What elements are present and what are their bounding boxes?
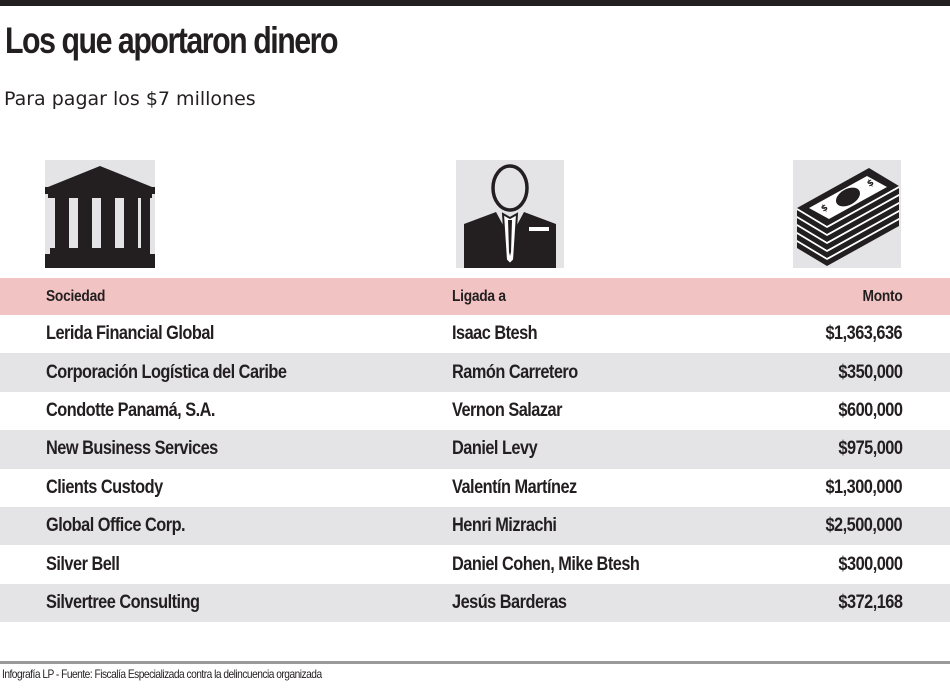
cell-monto: $1,363,636 — [825, 323, 902, 345]
cell-sociedad: Clients Custody — [46, 476, 163, 498]
footer-divider — [0, 661, 950, 664]
page-title: Los que aportaron dinero — [5, 20, 339, 61]
cell-ligada-a: Jesús Barderas — [452, 591, 567, 613]
table-header: Sociedad Ligada a Monto — [0, 278, 950, 315]
column-header-ligada-a: Ligada a — [452, 287, 506, 305]
column-header-monto: Monto — [862, 287, 902, 305]
contributors-table: Sociedad Ligada a Monto Lerida Financial… — [0, 278, 950, 623]
cell-monto: $300,000 — [837, 553, 903, 575]
cell-ligada-a: Daniel Levy — [452, 438, 538, 460]
page-subtitle: Para pagar los $7 millones — [4, 88, 256, 110]
cell-sociedad: New Business Services — [46, 438, 218, 460]
table-row: Condotte Panamá, S.A. Vernon Salazar $60… — [0, 392, 950, 430]
cell-monto: $372,168 — [837, 591, 903, 613]
money-stack-icon: $ $ — [793, 160, 901, 268]
table-row: Corporación Logística del Caribe Ramón C… — [0, 353, 950, 392]
cell-ligada-a: Valentín Martínez — [452, 476, 577, 498]
cell-sociedad: Silvertree Consulting — [46, 591, 200, 613]
table-row: Global Office Corp. Henri Mizrachi $2,50… — [0, 506, 950, 546]
cell-sociedad: Condotte Panamá, S.A. — [46, 399, 215, 421]
cell-ligada-a: Daniel Cohen, Mike Btesh — [452, 553, 640, 575]
table-row: Silvertree Consulting Jesús Barderas $37… — [0, 583, 950, 623]
cell-sociedad: Global Office Corp. — [46, 515, 186, 537]
cell-ligada-a: Vernon Salazar — [452, 399, 562, 421]
cell-monto: $1,300,000 — [825, 476, 902, 498]
svg-text:$: $ — [866, 178, 876, 190]
table-row: Silver Bell Daniel Cohen, Mike Btesh $30… — [0, 545, 950, 583]
cell-ligada-a: Isaac Btesh — [452, 323, 538, 345]
cell-ligada-a: Ramón Carretero — [452, 361, 578, 383]
table-row: Lerida Financial Global Isaac Btesh $1,3… — [0, 315, 950, 353]
table-row: New Business Services Daniel Levy $975,0… — [0, 430, 950, 469]
svg-text:$: $ — [820, 203, 830, 215]
cell-sociedad: Corporación Logística del Caribe — [46, 361, 287, 383]
cell-sociedad: Lerida Financial Global — [46, 323, 214, 345]
table-row: Clients Custody Valentín Martínez $1,300… — [0, 469, 950, 507]
column-header-sociedad: Sociedad — [46, 287, 106, 305]
bank-building-icon — [45, 160, 155, 268]
top-bar — [0, 0, 950, 6]
cell-monto: $350,000 — [837, 361, 903, 383]
cell-monto: $975,000 — [837, 438, 903, 460]
cell-sociedad: Silver Bell — [46, 553, 120, 575]
businessman-icon — [456, 160, 564, 268]
source-credit: Infografía LP - Fuente: Fiscalía Especia… — [2, 667, 322, 681]
cell-monto: $600,000 — [837, 399, 903, 421]
cell-ligada-a: Henri Mizrachi — [452, 515, 557, 537]
cell-monto: $2,500,000 — [825, 515, 902, 537]
